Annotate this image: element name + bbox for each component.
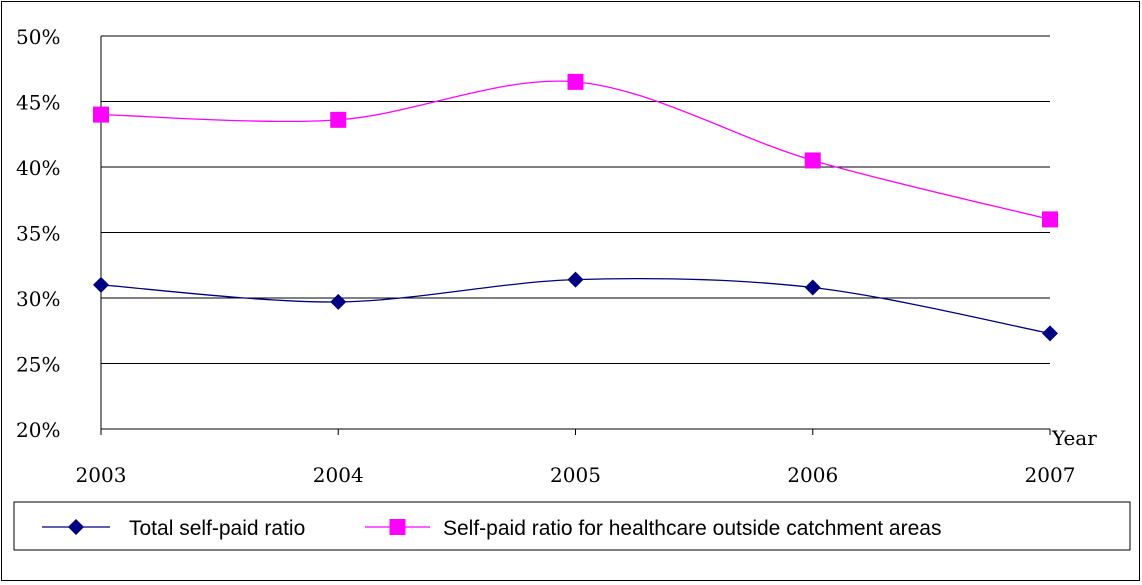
y-tick-label: 50% xyxy=(16,25,60,49)
legend: Total self-paid ratio Self-paid ratio for… xyxy=(13,501,1131,551)
x-tick-label: 2005 xyxy=(550,463,601,487)
square-marker xyxy=(567,73,584,90)
series-outside-catchment xyxy=(93,73,1058,228)
diamond-marker xyxy=(93,276,109,293)
x-tick-label: 2003 xyxy=(76,463,127,487)
diamond-marker xyxy=(804,279,821,296)
axis-layer: 20% 25% 30% 35% 40% 45% 50% 2003 2004 2005 2006 200… xyxy=(16,25,1097,487)
square-marker xyxy=(93,106,109,123)
x-tick-label: 2004 xyxy=(313,463,364,487)
y-tick-label: 40% xyxy=(16,156,60,180)
legend-item: Total self-paid ratio xyxy=(42,517,305,540)
diamond-marker xyxy=(567,271,584,288)
legend-box xyxy=(13,501,1131,551)
y-tick-label: 30% xyxy=(16,287,60,311)
x-axis-title: Year xyxy=(1051,426,1097,450)
y-tick-label: 45% xyxy=(16,91,60,115)
grid-layer xyxy=(101,35,1050,364)
series-layer xyxy=(93,73,1058,342)
legend-diamond-icon xyxy=(68,519,84,535)
square-marker xyxy=(804,152,821,169)
legend-item: Self-paid ratio for healthcare outside c… xyxy=(365,517,941,540)
diamond-marker xyxy=(1042,325,1058,342)
x-tick-label: 2006 xyxy=(787,463,838,487)
y-tick-label: 25% xyxy=(16,353,60,377)
square-marker xyxy=(330,111,347,128)
y-tick-label: 20% xyxy=(16,418,60,442)
x-tick-label: 2007 xyxy=(1025,463,1076,487)
legend-label: Self-paid ratio for healthcare outside c… xyxy=(443,517,941,540)
legend-label: Total self-paid ratio xyxy=(129,517,305,540)
legend-square-icon xyxy=(389,519,406,535)
y-tick-label: 35% xyxy=(16,222,60,246)
diamond-marker xyxy=(330,293,347,310)
series-total-self-paid xyxy=(93,271,1058,342)
square-marker xyxy=(1042,211,1058,228)
